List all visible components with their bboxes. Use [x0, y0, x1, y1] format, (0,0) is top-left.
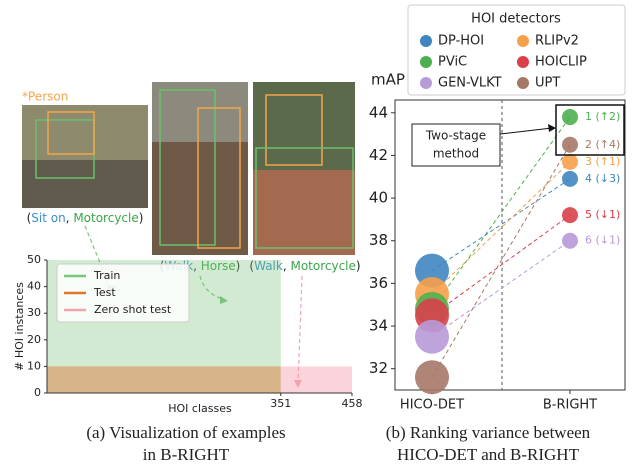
connector	[432, 145, 570, 377]
x-tick-label: B-RIGHT	[543, 398, 597, 413]
label-part: ,	[66, 211, 74, 225]
x-axis-label: HOI classes	[168, 402, 232, 415]
area	[281, 366, 352, 393]
annotation: method	[433, 147, 479, 161]
rank-label: 2 (↑4)	[585, 138, 620, 151]
annotation-arrow	[500, 128, 552, 134]
rank-label: 3 (↑1)	[585, 155, 620, 168]
y-tick-label: 36	[369, 274, 388, 292]
photo-shade	[22, 160, 148, 208]
label-part: Motorcycle	[290, 259, 355, 273]
legend-swatch	[420, 56, 432, 68]
caption: in B-RIGHT	[143, 445, 230, 464]
caption: (b) Ranking variance between	[386, 423, 591, 442]
caption: (a) Visualization of examples	[86, 423, 285, 442]
y-axis-label: # HOI instances	[13, 282, 26, 371]
figure: *Person (Sit on, Motorcycle)(Walk, Horse…	[0, 0, 636, 470]
y-tick-label: 42	[369, 146, 388, 164]
dot	[562, 207, 578, 223]
dot	[562, 137, 578, 153]
area	[47, 366, 281, 393]
legend-title: HOI detectors	[471, 12, 561, 27]
y-tick-label: 30	[27, 306, 41, 319]
y-tick-label: 34	[369, 317, 388, 335]
legend-swatch	[517, 56, 529, 68]
y-tick-label: 40	[369, 189, 388, 207]
y-tick-label: 10	[27, 359, 41, 372]
dot	[415, 320, 449, 354]
legend-label: HOICLIP	[535, 55, 587, 70]
photos	[22, 82, 355, 255]
dot	[562, 233, 578, 249]
y-tick-label: 50	[27, 253, 41, 266]
connector	[432, 162, 570, 294]
legend-swatch	[420, 35, 432, 47]
label-part: ,	[283, 259, 291, 273]
legend-label: Zero shot test	[94, 303, 172, 316]
legend-swatch	[517, 35, 529, 47]
rank-label: 4 (↓3)	[585, 172, 620, 185]
legend-label: UPT	[535, 76, 560, 91]
photo-shade	[253, 170, 355, 255]
legend-label: Test	[93, 286, 116, 299]
person-tag: *Person	[22, 90, 68, 104]
legend-label: RLIPv2	[535, 34, 579, 49]
legend-swatch	[517, 77, 529, 89]
y-tick-label: 32	[369, 359, 388, 377]
y-axis-label: mAP	[371, 71, 405, 89]
label-part: Sit on	[31, 211, 65, 225]
rank-label: 6 (↓1)	[585, 234, 620, 247]
connector	[432, 241, 570, 337]
y-tick-label: 0	[34, 386, 41, 399]
y-tick-label: 38	[369, 231, 388, 249]
label-part: )	[356, 259, 361, 273]
photo-label: (Sit on, Motorcycle)	[27, 211, 144, 225]
x-tick-label: 458	[342, 397, 363, 410]
legend-label: PViC	[438, 55, 467, 70]
legend-label: DP-HOI	[438, 34, 484, 49]
caption: HICO-DET and B-RIGHT	[397, 445, 580, 464]
dot	[415, 360, 449, 394]
rank-label: 1 (↑2)	[585, 110, 620, 123]
y-tick-label: 40	[27, 280, 41, 293]
legend-label: GEN-VLKT	[438, 76, 502, 91]
rank-label: 5 (↓1)	[585, 208, 620, 221]
y-tick-label: 20	[27, 333, 41, 346]
dot	[562, 109, 578, 125]
legend-label: Train	[93, 269, 120, 282]
label-part: Motorcycle	[73, 211, 138, 225]
annotation: Two-stage	[425, 129, 486, 143]
legend-swatch	[420, 77, 432, 89]
arrowhead	[548, 124, 556, 132]
dot	[562, 154, 578, 170]
connector	[432, 179, 570, 271]
x-tick-label: HICO-DET	[400, 398, 464, 413]
label-part: )	[139, 211, 144, 225]
y-tick-label: 44	[369, 103, 388, 121]
connector	[432, 215, 570, 315]
photo-shade	[152, 82, 248, 142]
x-tick-label: 351	[270, 397, 291, 410]
dot	[562, 171, 578, 187]
